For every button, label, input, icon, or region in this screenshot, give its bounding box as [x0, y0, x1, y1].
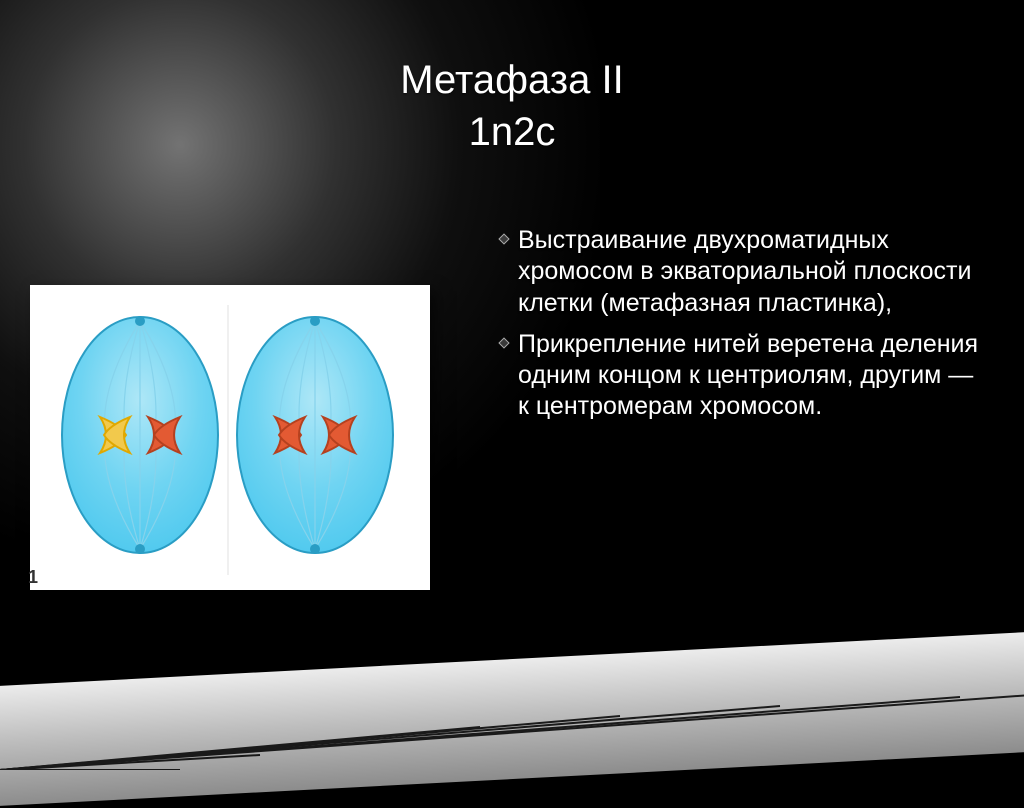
- bullet-text: Выстраивание двухроматидных хромосом в э…: [518, 226, 971, 317]
- cell-diagram-svg: [30, 285, 430, 590]
- bullet-list: Выстраивание двухроматидных хромосом в э…: [500, 225, 990, 433]
- bullet-marker-icon: [498, 337, 509, 348]
- title-line-1: Метафаза II: [0, 54, 1024, 106]
- slide-title: Метафаза II 1n2c: [0, 54, 1024, 158]
- cell-right: [237, 316, 393, 554]
- cell-left: [62, 316, 218, 554]
- frame-index-label: 1: [28, 567, 38, 588]
- bullet-text: Прикрепление нитей веретена деления одни…: [518, 330, 978, 421]
- bullet-marker-icon: [498, 233, 509, 244]
- diagram-frame: 1: [30, 285, 430, 590]
- footer-strip: [0, 625, 1024, 808]
- slide-canvas: Метафаза II 1n2c: [0, 0, 1024, 768]
- bullet-item: Прикрепление нитей веретена деления одни…: [500, 329, 990, 423]
- title-line-2: 1n2c: [0, 106, 1024, 158]
- bullet-item: Выстраивание двухроматидных хромосом в э…: [500, 225, 990, 319]
